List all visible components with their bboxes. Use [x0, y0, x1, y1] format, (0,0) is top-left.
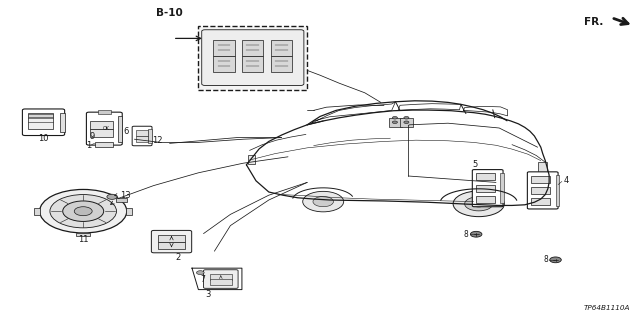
Bar — [214, 56, 235, 72]
Bar — [531, 176, 550, 183]
Text: 11: 11 — [78, 236, 88, 244]
Circle shape — [392, 121, 397, 124]
Circle shape — [404, 121, 409, 124]
Text: 3: 3 — [205, 290, 211, 299]
Text: TP64B1110A: TP64B1110A — [584, 305, 630, 311]
Bar — [126, 208, 132, 215]
Circle shape — [470, 231, 482, 237]
Bar — [158, 242, 185, 249]
FancyBboxPatch shape — [22, 109, 65, 135]
Bar — [531, 187, 550, 194]
Circle shape — [303, 191, 344, 212]
Bar — [90, 129, 113, 137]
Circle shape — [196, 271, 204, 275]
Bar — [60, 113, 65, 132]
Bar — [476, 173, 495, 180]
Bar — [476, 185, 495, 192]
Circle shape — [74, 207, 92, 216]
Text: 13: 13 — [120, 191, 131, 200]
FancyBboxPatch shape — [204, 270, 238, 288]
Text: B-10: B-10 — [156, 8, 182, 18]
Bar — [500, 173, 504, 204]
Bar — [34, 208, 40, 215]
Text: FR.: FR. — [584, 17, 603, 27]
FancyBboxPatch shape — [152, 230, 192, 253]
Bar — [28, 114, 53, 117]
Bar — [98, 109, 111, 114]
Bar — [136, 136, 148, 142]
FancyBboxPatch shape — [202, 30, 304, 85]
Bar — [116, 198, 127, 202]
Circle shape — [40, 189, 127, 233]
Text: 10: 10 — [38, 134, 49, 143]
Bar — [198, 26, 307, 90]
Circle shape — [50, 195, 116, 228]
Bar — [158, 235, 185, 242]
Text: 9: 9 — [90, 132, 95, 141]
Bar — [28, 113, 53, 129]
Bar — [243, 56, 264, 72]
Circle shape — [465, 197, 493, 211]
Text: 8: 8 — [464, 230, 468, 239]
Circle shape — [313, 196, 333, 207]
Text: 6: 6 — [123, 127, 128, 136]
FancyBboxPatch shape — [527, 172, 558, 209]
Bar — [531, 198, 550, 205]
FancyBboxPatch shape — [86, 112, 122, 145]
Text: 8: 8 — [543, 255, 548, 264]
Bar — [248, 155, 255, 164]
Bar — [76, 233, 90, 236]
Bar — [95, 142, 113, 147]
Circle shape — [392, 116, 397, 119]
Bar — [90, 121, 113, 129]
Circle shape — [550, 257, 561, 263]
Circle shape — [63, 201, 104, 221]
Bar — [209, 274, 232, 280]
FancyBboxPatch shape — [472, 170, 503, 207]
Text: 4: 4 — [563, 176, 568, 185]
Bar — [271, 56, 292, 72]
Bar — [209, 279, 232, 285]
Bar — [556, 175, 559, 205]
Bar — [271, 40, 292, 56]
Bar — [214, 40, 235, 56]
Bar — [476, 196, 495, 203]
Bar — [136, 130, 148, 136]
Text: OK: OK — [102, 126, 109, 131]
Text: 1: 1 — [86, 141, 91, 150]
Text: 7: 7 — [200, 275, 205, 284]
Circle shape — [453, 191, 504, 217]
Bar — [118, 116, 122, 142]
Bar — [400, 118, 413, 127]
Bar — [538, 162, 547, 181]
Circle shape — [472, 201, 485, 207]
Text: 2: 2 — [175, 253, 180, 262]
FancyBboxPatch shape — [132, 126, 152, 146]
Circle shape — [107, 194, 117, 199]
Text: 5: 5 — [473, 160, 478, 169]
Bar — [148, 129, 152, 143]
Circle shape — [404, 116, 409, 119]
Bar — [389, 118, 402, 127]
Text: 12: 12 — [152, 136, 163, 145]
Bar — [243, 40, 264, 56]
